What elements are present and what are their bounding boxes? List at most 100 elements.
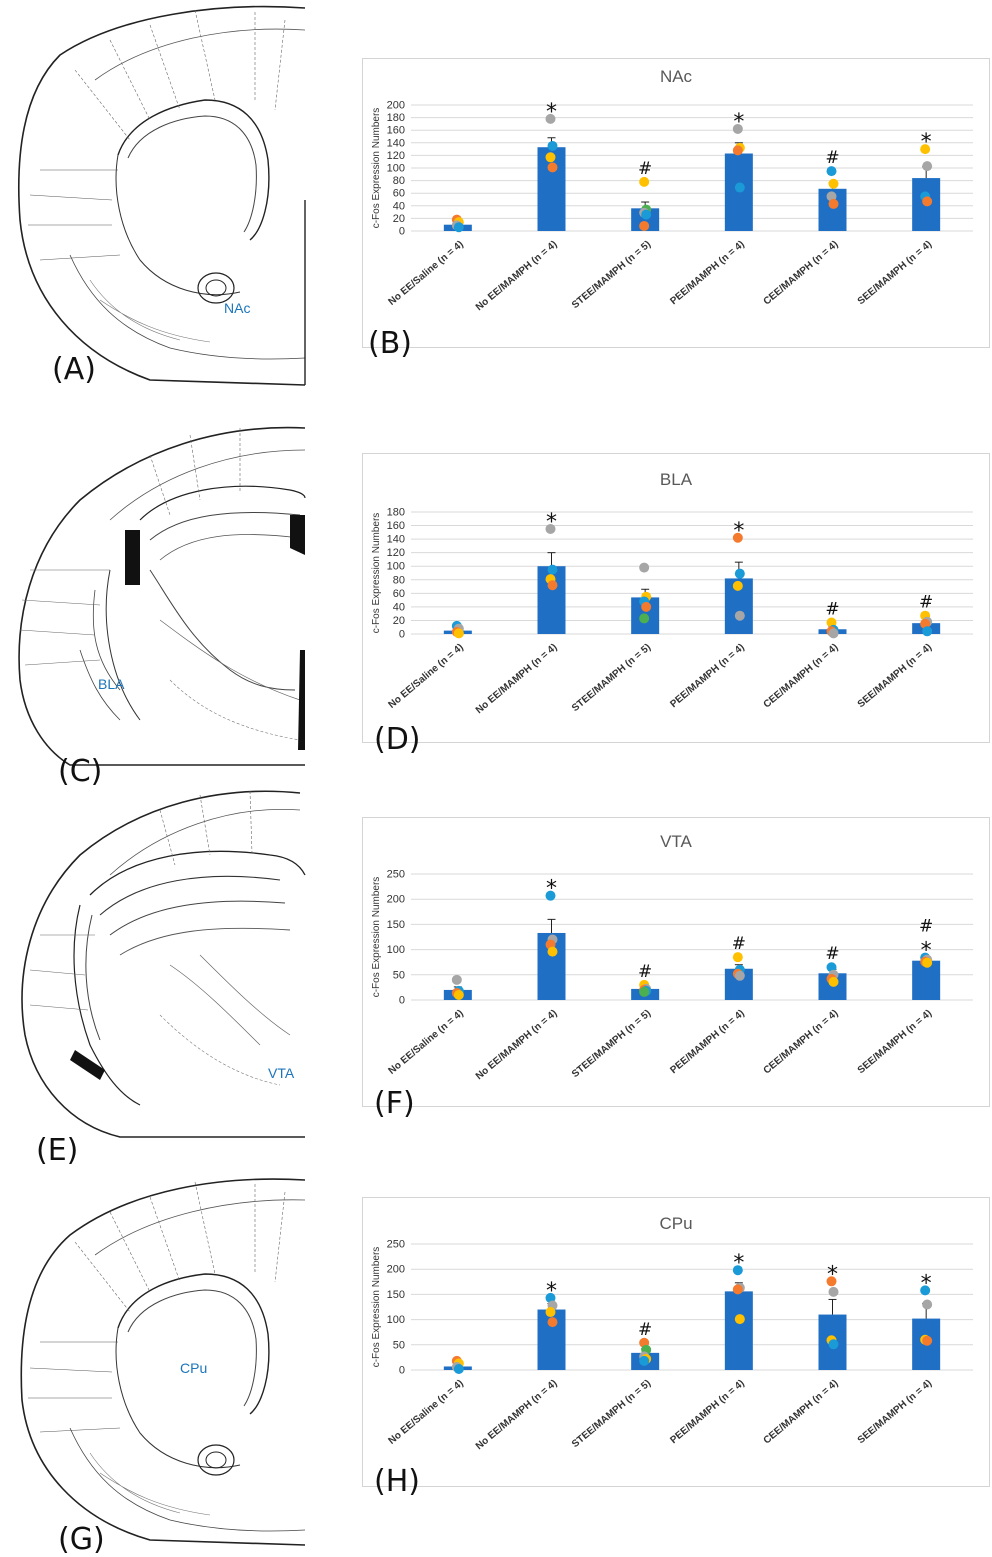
y-axis-label: c-Fos Expression Numbers xyxy=(371,513,382,634)
data-point xyxy=(545,890,556,901)
data-point xyxy=(545,113,556,124)
x-category-label: CEE/MAMPH (n = 4) xyxy=(762,1008,841,1077)
panel-letter: (G) xyxy=(58,1522,105,1557)
atlas-panel-vta: VTA (E) xyxy=(0,785,310,1175)
data-point xyxy=(732,145,743,156)
y-tick-label: 150 xyxy=(387,919,405,931)
x-category-label: SEE/MAMPH (n = 4) xyxy=(856,239,934,307)
y-tick-label: 140 xyxy=(387,534,405,546)
y-tick-label: 160 xyxy=(387,125,405,137)
y-tick-label: 50 xyxy=(393,969,405,981)
significance-marker: * xyxy=(546,1279,557,1304)
significance-marker: # xyxy=(919,593,933,613)
data-point xyxy=(922,161,933,172)
significance-marker: # xyxy=(919,917,933,937)
data-point xyxy=(734,610,745,621)
significance-marker: * xyxy=(921,130,932,155)
y-tick-label: 100 xyxy=(387,163,405,175)
data-point xyxy=(547,1317,558,1328)
y-tick-label: 250 xyxy=(387,1239,405,1251)
chart-svg-vta: c-Fos Expression Numbers 0 50 100 150 200 250 N… xyxy=(371,869,973,1082)
y-tick-label: 140 xyxy=(387,137,405,149)
y-tick-label: 0 xyxy=(399,226,405,238)
brain-section-drawing xyxy=(18,426,306,766)
y-tick-label: 250 xyxy=(387,869,405,881)
y-tick-label: 20 xyxy=(393,615,405,627)
y-tick-label: 60 xyxy=(393,588,405,600)
y-axis-label: c-Fos Expression Numbers xyxy=(371,108,382,229)
data-point xyxy=(732,532,743,543)
data-point xyxy=(826,191,837,202)
x-category-label: SEE/MAMPH (n = 4) xyxy=(856,1008,934,1076)
data-point xyxy=(734,970,745,981)
data-point xyxy=(453,222,464,233)
data-point xyxy=(922,1335,933,1346)
data-point xyxy=(545,1307,556,1318)
y-tick-label: 20 xyxy=(393,213,405,225)
chart-letter: (H) xyxy=(374,1464,420,1499)
y-tick-label: 200 xyxy=(387,1264,405,1276)
data-point xyxy=(826,962,837,973)
panel-letter: (A) xyxy=(52,352,96,387)
significance-marker: * xyxy=(546,510,557,535)
y-tick-label: 150 xyxy=(387,1289,405,1301)
x-category-label: STEE/MAMPH (n = 5) xyxy=(570,1008,653,1080)
chart-svg-bla: c-Fos Expression Numbers0204060801001201… xyxy=(371,507,973,716)
data-point xyxy=(734,568,745,579)
chart-letter: (B) xyxy=(368,326,412,361)
data-point xyxy=(828,1339,839,1350)
y-tick-label: 180 xyxy=(387,112,405,124)
y-tick-label: 80 xyxy=(393,175,405,187)
x-category-label: No EE/Saline (n = 4) xyxy=(387,1008,466,1077)
x-category-label: PEE/MAMPH (n = 4) xyxy=(668,239,746,307)
significance-marker: * xyxy=(921,1271,932,1296)
data-point xyxy=(451,974,462,985)
data-point xyxy=(547,140,558,151)
region-label: BLA xyxy=(98,676,125,692)
panel-letter: (E) xyxy=(36,1133,79,1168)
data-point xyxy=(922,626,933,637)
data-point xyxy=(732,1265,743,1276)
significance-marker: # xyxy=(825,599,839,619)
significance-marker: * xyxy=(546,877,557,902)
data-point xyxy=(826,1276,837,1287)
y-tick-label: 160 xyxy=(387,520,405,532)
y-tick-label: 0 xyxy=(399,629,405,641)
significance-marker: * xyxy=(733,1251,744,1276)
data-point xyxy=(547,564,558,575)
y-tick-label: 100 xyxy=(387,561,405,573)
x-category-label: No EE/Saline (n = 4) xyxy=(387,642,466,711)
data-point xyxy=(453,1363,464,1374)
data-point xyxy=(547,162,558,173)
data-point xyxy=(828,628,839,639)
x-category-label: PEE/MAMPH (n = 4) xyxy=(668,642,746,710)
chart-box-vta: VTA c-Fos Expression Numbers 0 50 100 150 200… xyxy=(362,817,990,1107)
x-category-label: CEE/MAMPH (n = 4) xyxy=(762,1378,841,1447)
data-point xyxy=(922,957,933,968)
data-point xyxy=(545,1292,556,1303)
brain-section-drawing xyxy=(20,1178,306,1546)
data-point xyxy=(641,601,652,612)
data-point xyxy=(922,1299,933,1310)
y-tick-label: 200 xyxy=(387,100,405,112)
data-point xyxy=(547,580,558,591)
data-point xyxy=(639,986,650,997)
data-point xyxy=(828,178,839,189)
chart-box-nac: NAc c-Fos Expression Numbers 0 20 40 60 80 100… xyxy=(362,58,990,348)
chart-letter: (D) xyxy=(374,722,421,757)
data-point xyxy=(732,123,743,134)
y-tick-label: 50 xyxy=(393,1339,405,1351)
significance-marker: * xyxy=(733,110,744,135)
significance-marker: # xyxy=(638,962,652,982)
data-point xyxy=(828,1286,839,1297)
y-tick-label: 0 xyxy=(399,1365,405,1377)
data-point xyxy=(920,1285,931,1296)
atlas-panel-bla: BLA (C) xyxy=(0,420,310,810)
brain-section-drawing xyxy=(21,790,306,1138)
significance-marker: # xyxy=(638,159,652,179)
x-category-label: SEE/MAMPH (n = 4) xyxy=(856,1378,934,1446)
bar xyxy=(724,1291,753,1370)
data-point xyxy=(639,220,650,231)
significance-marker: # xyxy=(638,1320,652,1340)
region-label: NAc xyxy=(224,300,251,316)
